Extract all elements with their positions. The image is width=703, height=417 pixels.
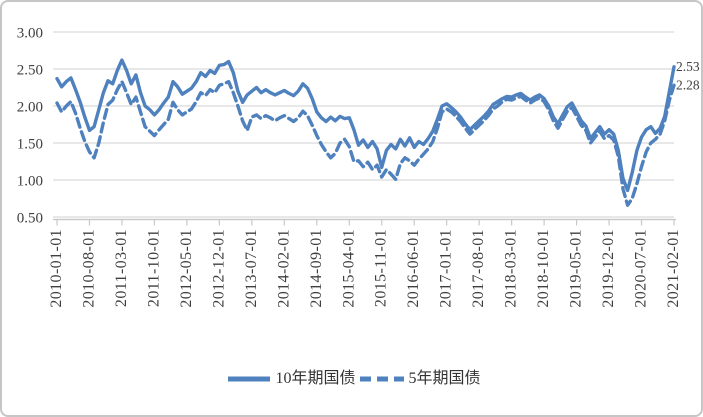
x-tick-label: 2013-07-01 [243,229,260,308]
legend-dashed-line-icon [359,376,404,382]
x-tick-label: 2012-05-01 [178,229,195,308]
x-tick-label: 2021-02-01 [665,229,682,308]
y-tick-label: 0.50 [17,210,43,226]
legend-label-10y: 10年期国债 [275,370,356,387]
series-line-10y [55,58,676,193]
end-label-10y: 2.53 [676,59,700,74]
x-tick-label: 2018-03-01 [503,229,520,308]
legend-solid-line-icon [228,376,271,382]
legend-item-10y: 10年期国债 [226,370,356,387]
x-tick-label: 2015-04-01 [340,229,357,308]
x-tick-label: 2014-02-01 [275,229,292,308]
x-tick-label: 2012-12-01 [210,229,227,308]
x-tick-label: 2011-10-01 [145,229,162,307]
x-tick-label: 2014-09-01 [308,229,325,308]
x-tick-label: 2010-01-01 [48,229,65,308]
y-tick-label: 1.00 [17,173,43,189]
y-tick-label: 2.00 [17,99,43,115]
x-tick-label: 2017-08-01 [470,229,487,308]
x-tick-label: 2010-08-01 [80,229,97,308]
legend-label-5y: 5年期国债 [408,370,481,387]
chart-legend: 10年期国债 5年期国债 [2,364,701,394]
y-tick-label: 2.50 [17,62,43,78]
end-label-5y: 2.28 [676,78,700,93]
y-tick-label: 1.50 [17,136,43,152]
x-tick-label: 2016-06-01 [405,229,422,308]
x-tick-label: 2015-11-01 [373,229,390,307]
series-line-5y [55,79,676,207]
x-tick-label: 2019-05-01 [568,229,585,308]
x-tick-label: 2020-07-01 [633,229,650,308]
x-tick-label: 2019-12-01 [600,229,617,308]
y-tick-label: 3.00 [17,25,43,41]
x-tick-label: 2018-10-01 [535,229,552,308]
x-tick-label: 2011-03-01 [113,229,130,307]
x-tick-label: 2017-01-01 [438,229,455,308]
legend-item-5y: 5年期国债 [358,371,481,387]
